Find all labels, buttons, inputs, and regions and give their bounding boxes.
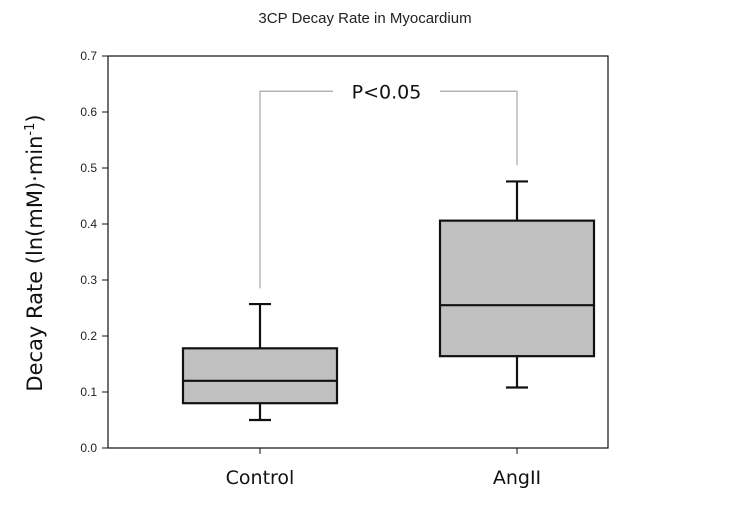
y-axis-ticks: 0.0 0.1 0.2 0.3 0.4 0.5 0.6 0.7 [80,49,108,455]
y-axis-label-superscript: -1 [23,123,38,136]
iqr-box [181,347,339,405]
y-tick-label: 0.2 [80,329,97,343]
y-tick-label: 0.3 [80,273,97,287]
x-tick-label: Control [226,467,295,489]
chart-title: 3CP Decay Rate in Myocardium [258,10,471,27]
y-tick-label: 0.7 [80,49,97,63]
significance-label: P<0.05 [352,81,422,103]
y-tick-label: 0.6 [80,105,97,119]
y-tick-label: 0.5 [80,161,97,175]
box-control [181,302,339,422]
significance-bracket-right [440,90,518,166]
y-tick-label: 0.4 [80,217,97,231]
y-tick-label: 0.1 [80,385,97,399]
y-axis-label-close: ) [23,114,47,122]
x-tick-label: AngII [493,467,541,489]
box-series [181,180,596,422]
y-axis-label: Decay Rate (ln(mM)·min-1) [23,114,47,391]
plot-area-frame [107,55,609,449]
box-angii [438,180,596,389]
y-tick-label: 0.0 [80,441,97,455]
x-axis-ticks: Control AngII [226,448,541,489]
significance-bracket-left [259,90,333,289]
y-axis-label-main: Decay Rate (ln(mM)·min [23,136,47,392]
significance-annotation: P<0.05 [259,81,518,289]
iqr-box [438,219,596,358]
